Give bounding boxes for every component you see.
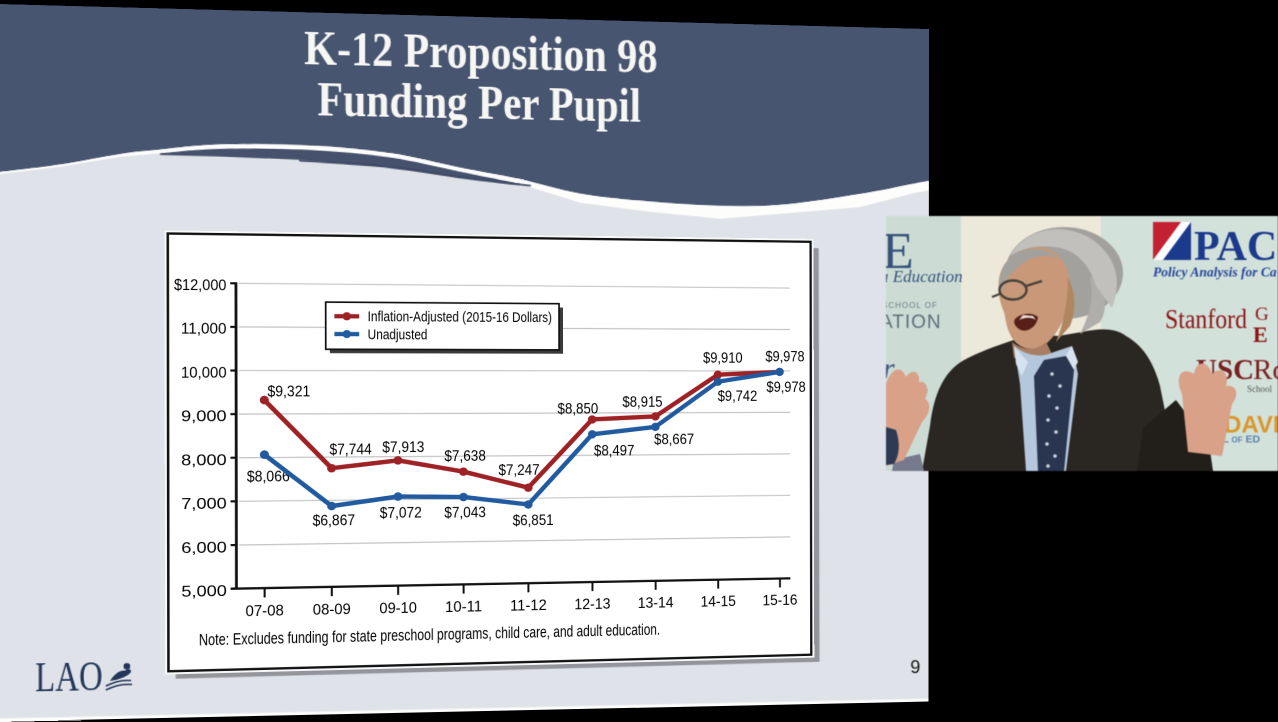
svg-text:ATION: ATION — [886, 312, 942, 333]
svg-text:Ro: Ro — [1253, 354, 1278, 386]
svg-text:E: E — [1253, 322, 1268, 347]
svg-text:School: School — [1247, 384, 1273, 394]
svg-text:SCHOOL OF: SCHOOL OF — [886, 301, 938, 310]
svg-text:a Education: a Education — [886, 267, 963, 286]
svg-text:Stanford: Stanford — [1165, 304, 1247, 334]
svg-text:Policy Analysis for Ca: Policy Analysis for Ca — [1153, 265, 1277, 280]
svg-text:PAC: PAC — [1194, 224, 1277, 270]
